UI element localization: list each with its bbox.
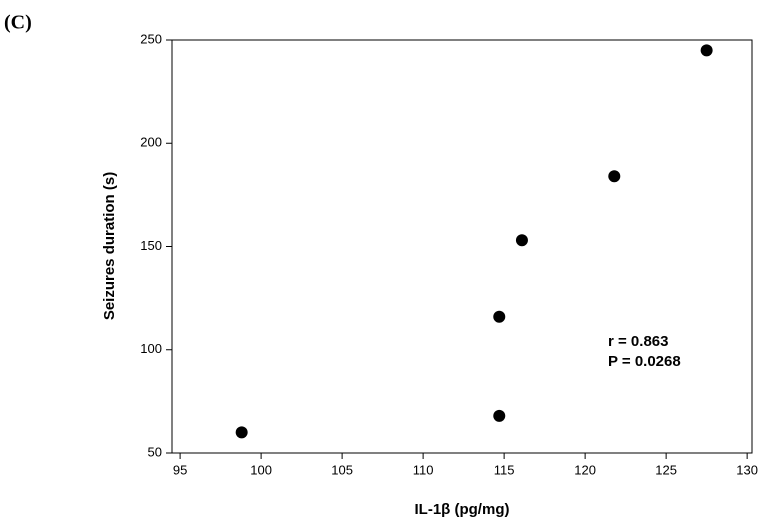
point xyxy=(493,310,506,323)
y-axis-label: Seizures duration (s) xyxy=(101,172,118,320)
y-tick-label: 100 xyxy=(140,341,162,356)
point xyxy=(608,170,621,183)
annotation: P = 0.0268 xyxy=(608,353,681,370)
x-tick-label: 120 xyxy=(574,462,596,477)
point xyxy=(700,44,713,57)
x-axis-label: IL-1β (pg/mg) xyxy=(415,501,510,518)
panel-label: (C) xyxy=(4,12,32,34)
x-tick-label: 125 xyxy=(655,462,677,477)
y-tick-label: 150 xyxy=(140,238,162,253)
point xyxy=(515,234,528,247)
x-tick-label: 100 xyxy=(250,462,272,477)
y-tick-label: 50 xyxy=(148,444,162,459)
x-tick-label: 130 xyxy=(736,462,758,477)
x-tick-label: 115 xyxy=(494,462,515,477)
x-tick-label: 110 xyxy=(413,462,434,477)
plot-frame xyxy=(171,39,753,454)
x-tick-label: 105 xyxy=(331,462,353,477)
x-tick-label: 95 xyxy=(173,462,187,477)
annotation: r = 0.863 xyxy=(608,333,668,350)
point xyxy=(493,409,506,422)
y-tick-label: 200 xyxy=(140,135,162,150)
y-tick-label: 250 xyxy=(140,31,162,46)
point xyxy=(235,426,248,439)
